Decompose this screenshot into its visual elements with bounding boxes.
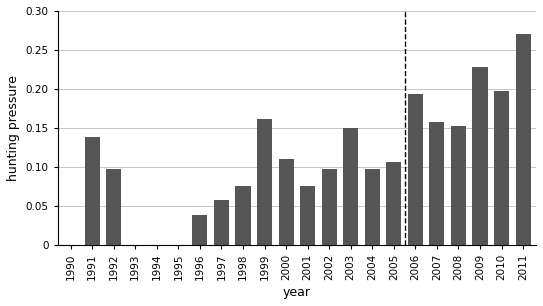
Bar [321, 169, 337, 245]
Bar [430, 122, 445, 245]
Y-axis label: hunting pressure: hunting pressure [7, 75, 20, 181]
Bar [236, 186, 250, 245]
Bar [300, 186, 315, 245]
Bar [343, 128, 358, 245]
Bar [472, 67, 488, 245]
Bar [516, 34, 531, 245]
Bar [257, 119, 272, 245]
Bar [214, 200, 229, 245]
Bar [408, 95, 423, 245]
Bar [451, 126, 466, 245]
Bar [386, 162, 401, 245]
Bar [279, 159, 294, 245]
X-axis label: year: year [283, 286, 311, 299]
Bar [85, 137, 100, 245]
Bar [192, 215, 207, 245]
Bar [106, 169, 121, 245]
Bar [365, 169, 380, 245]
Bar [494, 91, 509, 245]
